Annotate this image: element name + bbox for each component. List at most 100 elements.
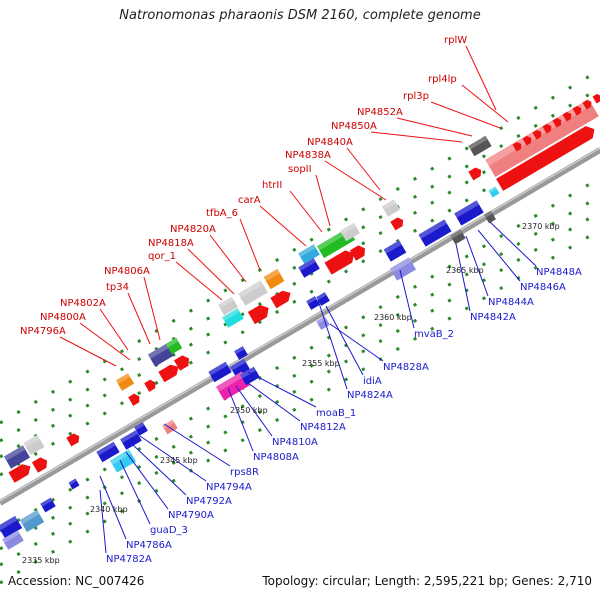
gene-feature: [552, 118, 562, 128]
leader-line: [346, 147, 381, 191]
gene-label-forward: tp34: [106, 282, 129, 293]
gene-label-reverse: NP4808A: [253, 452, 299, 463]
gene-label-reverse: NP4786A: [126, 540, 172, 551]
gene-feature: [165, 337, 183, 355]
leader-line: [325, 305, 364, 376]
gene-feature: [349, 245, 366, 261]
gene-label-forward: rpl3p: [403, 91, 429, 102]
gene-feature: [324, 250, 354, 275]
gene-label-reverse: NP4782A: [106, 554, 152, 565]
gene-label-reverse: NP4792A: [186, 496, 232, 507]
gene-feature: [572, 106, 582, 116]
scale-label: 2350 kbp: [230, 406, 268, 415]
gene-feature: [468, 167, 482, 181]
gene-label-reverse: moaB_1: [316, 408, 356, 419]
leader-line: [163, 423, 231, 467]
leader-line: [125, 451, 169, 510]
gene-feature: [532, 130, 542, 140]
track-dots: [0, 228, 600, 585]
leader-line: [235, 385, 273, 437]
gene-feature: [488, 186, 500, 198]
leader-line: [477, 229, 521, 282]
gene-feature: [263, 268, 285, 290]
leader-line: [396, 117, 473, 137]
scale-label: 2345 kbp: [160, 456, 198, 465]
gene-feature: [23, 434, 45, 456]
gene-label-forward: NP4838A: [285, 150, 331, 161]
leader-line: [465, 235, 489, 297]
gene-feature: [222, 308, 244, 328]
leader-line: [239, 218, 261, 271]
gene-feature: [298, 244, 320, 264]
gene-feature: [216, 371, 250, 401]
leader-line: [259, 205, 307, 247]
gene-feature: [162, 419, 178, 435]
track-dots: [0, 210, 600, 567]
leader-line: [461, 84, 509, 123]
gene-label-reverse: NP4828A: [383, 362, 429, 373]
scale-label: 2335 kbp: [22, 556, 60, 565]
leader-lines: [59, 45, 537, 554]
gene-feature: [19, 509, 45, 533]
gene-feature: [381, 199, 401, 217]
leader-line: [187, 248, 235, 295]
gene-label-forward: sopII: [288, 164, 312, 175]
gene-feature: [144, 379, 156, 392]
gene-feature: [3, 445, 31, 469]
leader-line: [227, 387, 254, 452]
leader-line: [209, 234, 247, 283]
gene-feature: [128, 393, 140, 406]
scale-label: 2355 kbp: [302, 359, 340, 368]
gene-feature: [0, 515, 23, 539]
leader-line: [131, 443, 187, 496]
gene-feature: [316, 292, 330, 306]
gene-feature: [120, 430, 142, 450]
gene-feature: [340, 222, 360, 242]
leader-line: [139, 435, 207, 482]
gene-feature: [389, 257, 417, 281]
gene-label-reverse: idiA: [363, 376, 382, 387]
gene-feature: [173, 355, 190, 371]
gene-feature: [484, 210, 496, 224]
leader-line: [430, 101, 501, 129]
gene-feature: [96, 441, 120, 463]
leader-line: [289, 190, 323, 233]
gene-label-forward: htrII: [262, 180, 282, 191]
backbone-highlight: [0, 147, 600, 502]
leader-line: [455, 243, 471, 312]
scale-label: 2370 kbp: [522, 222, 560, 231]
leader-line: [247, 371, 317, 408]
leader-line: [370, 131, 463, 143]
leader-line: [465, 45, 497, 111]
leader-line: [99, 308, 129, 351]
gene-feature: [31, 457, 48, 473]
gene-label-forward: NP4818A: [148, 238, 194, 249]
gene-label-forward: carA: [238, 195, 261, 206]
backbone: [0, 147, 600, 506]
gene-feature: [542, 124, 552, 134]
gene-label-forward: NP4796A: [20, 326, 66, 337]
summary-text: Topology: circular; Length: 2,595,221 bp…: [262, 574, 592, 588]
gene-feature: [230, 358, 250, 378]
leader-line: [127, 292, 151, 345]
gene-feature: [208, 361, 232, 383]
gene-feature: [2, 530, 24, 550]
gene-feature: [218, 296, 238, 316]
map-title: Natronomonas pharaonis DSM 2160, complet…: [119, 8, 481, 23]
gene-label-reverse: NP4824A: [347, 390, 393, 401]
gene-feature: [115, 373, 135, 391]
gene-feature: [234, 346, 248, 360]
scale-labels: 2335 kbp 2340 kbp 2345 kbp 2350 kbp 2355 kbp…: [22, 222, 560, 565]
gene-label-reverse: guaD_3: [150, 525, 188, 536]
gene-label-reverse: mvaB_2: [414, 329, 454, 340]
gene-feature: [109, 449, 137, 473]
gene-feature: [238, 280, 268, 306]
scale-label: 2365 kbp: [446, 266, 484, 275]
gene-label-reverse: NP4842A: [470, 312, 516, 323]
scale-label: 2360 kbp: [374, 313, 412, 322]
gene-feature: [8, 464, 31, 483]
gene-label-forward: NP4840A: [307, 137, 353, 148]
gene-label-reverse: NP4790A: [168, 510, 214, 521]
